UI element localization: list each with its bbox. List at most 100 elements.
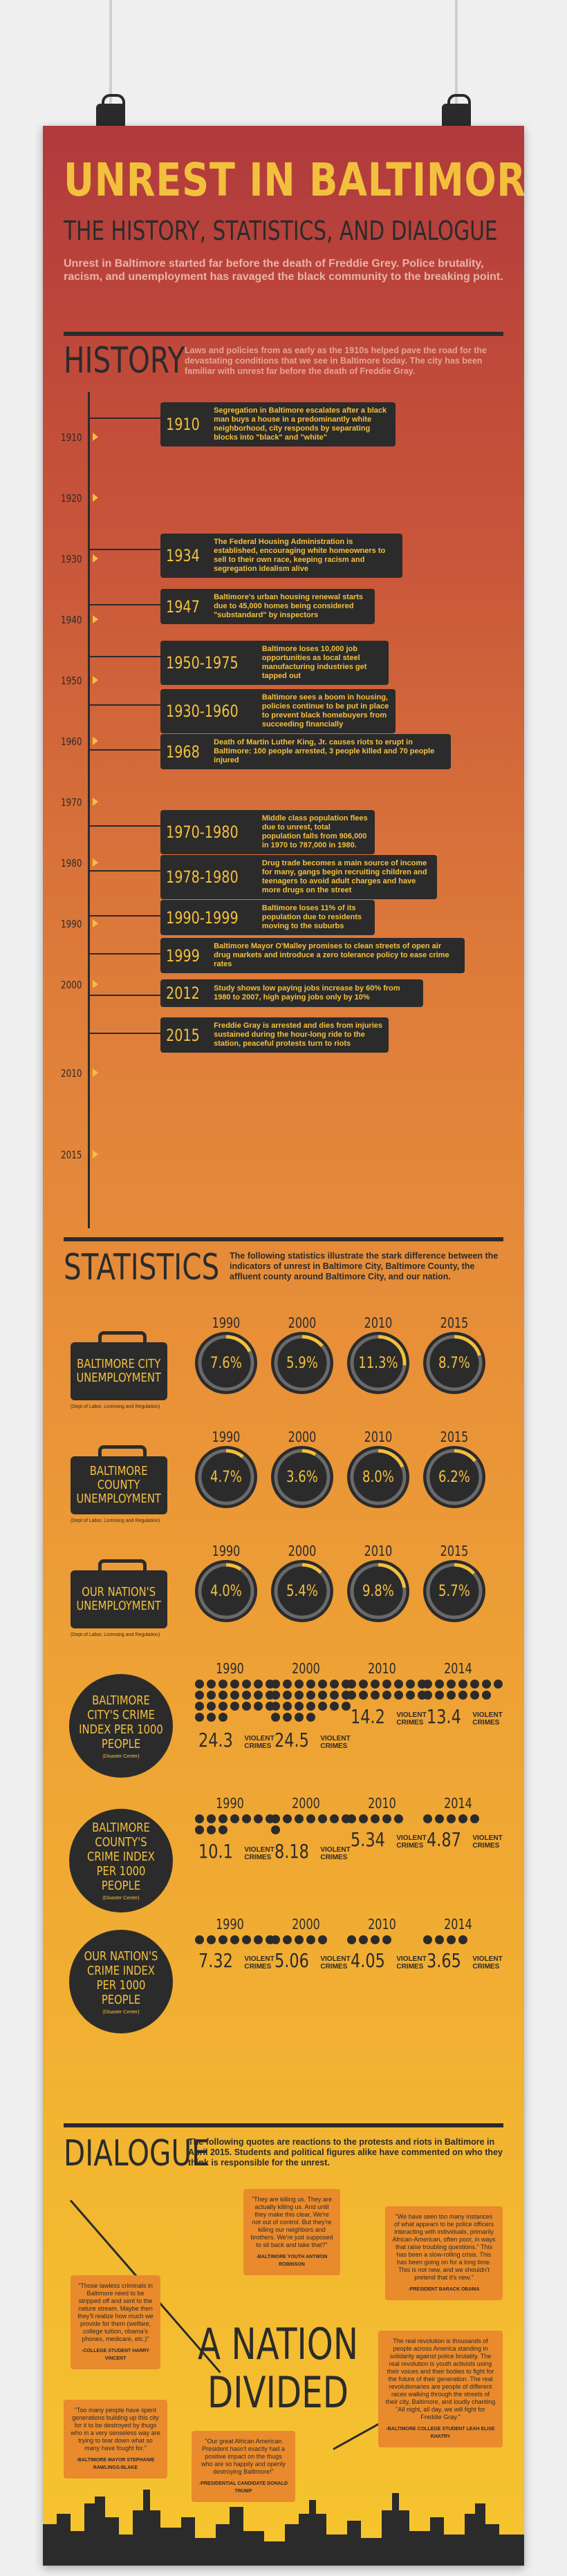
crime-index-label: BALTIMORE COUNTY'S CRIME INDEX PER 1000 …	[87, 1821, 155, 1893]
crime-dot	[230, 1680, 239, 1689]
crime-value-number: 4.87	[427, 1828, 461, 1851]
crime-dot	[330, 1680, 339, 1689]
timeline-event-year: 1950-1975	[166, 653, 239, 673]
briefcase-icon: OUR NATION'S UNEMPLOYMENT	[71, 1559, 167, 1628]
crime-index-source: (Disaster Center)	[102, 1896, 140, 1901]
timeline-event-year: 1968	[166, 742, 200, 762]
crime-year: 1990	[216, 1916, 244, 1933]
crime-value-unit: VIOLENT CRIMES	[320, 1846, 351, 1861]
crime-dot	[435, 1691, 444, 1700]
quote-bubble-donald-trump: "Our great African American President ha…	[192, 2431, 295, 2502]
dialogue-heading: DIALOGUE	[64, 2133, 210, 2174]
crime-dot	[230, 1691, 239, 1700]
crime-dot	[470, 1680, 479, 1689]
timeline-year-label: 1950	[61, 675, 82, 687]
crime-value-number: 24.3	[198, 1729, 233, 1751]
crime-dot	[306, 1814, 315, 1823]
timeline-event-year: 1930-1960	[166, 702, 239, 721]
timeline-connector	[90, 995, 160, 996]
timeline-event: 1910 Segregation in Baltimore escalates a…	[160, 402, 396, 446]
crime-value: 4.87 VIOLENT CRIMES	[427, 1830, 504, 1850]
unemployment-value: 3.6%	[286, 1468, 318, 1486]
crime-dot	[242, 1935, 251, 1944]
unemployment-year: 2000	[288, 1543, 317, 1559]
crime-value-unit: VIOLENT CRIMES	[396, 1711, 427, 1727]
unemployment-year: 2015	[440, 1543, 469, 1559]
timeline-year-label: 1940	[61, 614, 82, 626]
crime-dot	[195, 1814, 204, 1823]
unemployment-ring: 7.6%	[195, 1332, 257, 1394]
crime-dot	[254, 1814, 263, 1823]
crime-value-unit: VIOLENT CRIMES	[320, 1955, 351, 1971]
crime-dot	[318, 1680, 327, 1689]
crime-dot-grid	[347, 1935, 427, 1944]
timeline-event-year: 1970-1980	[166, 822, 239, 842]
unemployment-ring: 8.0%	[347, 1446, 409, 1508]
crime-dot	[423, 1680, 432, 1689]
timeline-year-marker-icon	[93, 676, 98, 684]
crime-value-unit: VIOLENT CRIMES	[244, 1955, 275, 1971]
crime-dot	[295, 1680, 304, 1689]
timeline-year-marker-icon	[93, 615, 98, 623]
crime-dot	[382, 1691, 391, 1700]
crime-dot	[306, 1935, 315, 1944]
crime-value: 7.32 VIOLENT CRIMES	[198, 1951, 276, 1971]
unemployment-year: 1990	[212, 1429, 241, 1445]
crime-index-badge: OUR NATION'S CRIME INDEX PER 1000 PEOPLE…	[69, 1930, 173, 2033]
crime-value-unit: VIOLENT CRIMES	[396, 1955, 427, 1971]
crime-dot	[219, 1814, 227, 1823]
unemployment-year: 2015	[440, 1315, 469, 1331]
crime-dot	[195, 1935, 204, 1944]
crime-dot	[406, 1680, 415, 1689]
crime-value-number: 14.2	[351, 1705, 385, 1728]
crime-year: 2014	[444, 1660, 472, 1677]
timeline-year-marker-icon	[93, 554, 98, 563]
crime-index-source: (Disaster Center)	[102, 2009, 140, 2015]
crime-dot	[242, 1680, 251, 1689]
crime-dot	[347, 1935, 356, 1944]
crime-dot	[359, 1935, 368, 1944]
crime-dot	[318, 1814, 327, 1823]
crime-value-number: 24.5	[275, 1729, 309, 1751]
timeline-year-marker-icon	[93, 737, 98, 745]
crime-dot-grid	[271, 1680, 351, 1722]
unemployment-label: OUR NATION'S UNEMPLOYMENT	[76, 1585, 162, 1613]
unemployment-ring: 3.6%	[271, 1446, 333, 1508]
timeline-event-text: The Federal Housing Administration is es…	[214, 538, 386, 573]
crime-value: 14.2 VIOLENT CRIMES	[351, 1707, 428, 1727]
crime-dot-grid	[423, 1680, 503, 1700]
unemployment-year: 1990	[212, 1315, 241, 1331]
timeline-year-marker-icon	[93, 1069, 98, 1077]
unemployment-year: 2010	[364, 1429, 393, 1445]
crime-dot	[447, 1680, 456, 1689]
crime-dot	[458, 1691, 467, 1700]
crime-dot	[195, 1825, 204, 1834]
crime-index-label: OUR NATION'S CRIME INDEX PER 1000 PEOPLE	[84, 1948, 158, 2007]
timeline-connector	[90, 749, 160, 751]
timeline-year-marker-icon	[93, 919, 98, 928]
statistics-top-rule	[64, 1237, 503, 1241]
timeline-year-label: 1960	[61, 735, 82, 748]
crime-dot	[195, 1691, 204, 1700]
unemployment-ring-arc	[274, 1563, 331, 1619]
crime-dot	[271, 1825, 280, 1834]
timeline-year-label: 1920	[61, 492, 82, 505]
crime-value: 5.34 VIOLENT CRIMES	[351, 1830, 428, 1850]
crime-dot	[435, 1814, 444, 1823]
timeline-event-text: Baltimore's urban housing renewal starts…	[214, 593, 364, 619]
unemployment-ring: 9.8%	[347, 1560, 409, 1622]
city-skyline-silhouette	[43, 2490, 524, 2566]
timeline-year-label: 1930	[61, 553, 82, 565]
timeline-event-text: Drug trade becomes a main source of inco…	[261, 859, 427, 894]
crime-value-unit: VIOLENT CRIMES	[244, 1735, 275, 1750]
crime-dot	[242, 1702, 251, 1711]
crime-year: 2014	[444, 1916, 472, 1933]
history-heading: HISTORY	[64, 340, 185, 382]
unemployment-year: 2010	[364, 1315, 393, 1331]
crime-dot	[230, 1702, 239, 1711]
unemployment-value: 6.2%	[438, 1468, 470, 1486]
crime-dot	[423, 1691, 432, 1700]
unemployment-ring-arc	[198, 1335, 254, 1391]
crime-value-number: 13.4	[427, 1705, 461, 1728]
crime-dot	[371, 1680, 380, 1689]
